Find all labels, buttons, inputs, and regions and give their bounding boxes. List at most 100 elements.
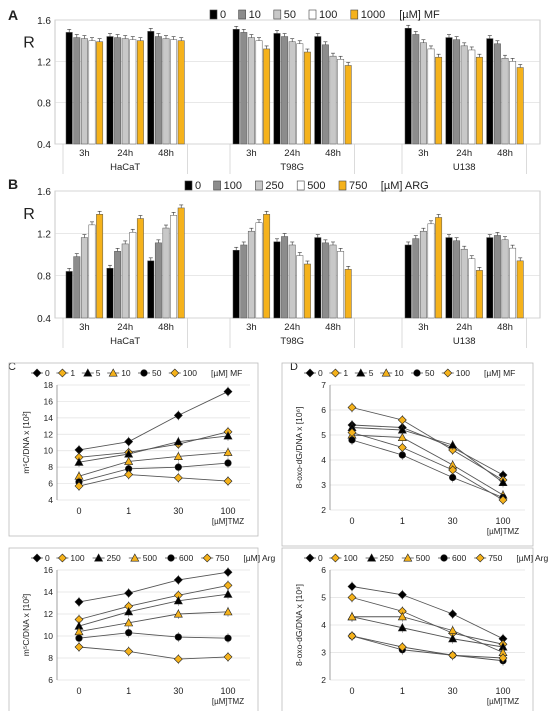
point-marker bbox=[347, 612, 357, 621]
point-marker bbox=[223, 447, 233, 456]
y-tick-label: 12 bbox=[44, 429, 54, 439]
legend: 0 100 250 500 750 [µM] ARG bbox=[184, 180, 429, 192]
x-axis-label: [µM]TMZ bbox=[487, 527, 519, 536]
legend-label: 1 bbox=[70, 368, 75, 378]
legend-label: 0 bbox=[318, 553, 323, 563]
bar bbox=[129, 232, 137, 319]
y-tick-label: 6 bbox=[48, 675, 53, 685]
legend-label: 100 bbox=[224, 180, 242, 192]
point-marker bbox=[173, 451, 183, 460]
legend-label: 750 bbox=[488, 553, 502, 563]
series-line bbox=[78, 584, 229, 620]
point-marker bbox=[498, 477, 508, 487]
point-marker bbox=[75, 634, 83, 642]
point-marker bbox=[57, 553, 67, 563]
series-line bbox=[351, 407, 504, 481]
bar bbox=[240, 244, 248, 319]
point-marker bbox=[124, 470, 134, 479]
x-tick-label: 24h bbox=[117, 322, 133, 333]
bar bbox=[88, 224, 96, 319]
y-tick-label: 10 bbox=[44, 446, 54, 456]
series-line bbox=[351, 616, 504, 648]
point-marker bbox=[397, 612, 407, 621]
point-marker bbox=[348, 436, 356, 444]
bar bbox=[162, 38, 170, 145]
legend-label: 100 bbox=[70, 553, 84, 563]
legend-label: 100 bbox=[343, 553, 357, 563]
bar bbox=[435, 56, 443, 145]
bar bbox=[281, 236, 289, 319]
x-tick-label: 3h bbox=[246, 148, 257, 159]
point-marker bbox=[125, 629, 133, 637]
legend-label: 100 bbox=[319, 9, 337, 21]
x-tick-label: 30 bbox=[173, 686, 183, 696]
point-marker bbox=[83, 368, 93, 377]
x-tick-label: 0 bbox=[76, 686, 81, 696]
chart-box bbox=[281, 362, 534, 547]
bar bbox=[80, 237, 88, 319]
group-label: HaCaT bbox=[110, 162, 140, 173]
x-tick-label: 30 bbox=[448, 686, 458, 696]
chart-box bbox=[281, 547, 534, 711]
bar bbox=[247, 230, 255, 319]
bar bbox=[288, 41, 296, 145]
bar bbox=[96, 214, 104, 319]
bar bbox=[147, 260, 155, 319]
x-tick-label: 48h bbox=[325, 148, 341, 159]
point-marker bbox=[448, 609, 458, 619]
legend: 0 10 50 100 1000 [µM] MF bbox=[209, 9, 440, 21]
point-marker bbox=[74, 457, 84, 466]
bar bbox=[486, 237, 494, 319]
bar bbox=[106, 268, 114, 319]
bar bbox=[106, 36, 114, 145]
point-marker bbox=[223, 652, 233, 662]
legend-label: 5 bbox=[369, 368, 374, 378]
y-tick-label: 6 bbox=[321, 405, 326, 415]
point-marker bbox=[74, 481, 84, 491]
bar bbox=[475, 56, 483, 145]
bar bbox=[296, 255, 304, 319]
bar bbox=[419, 42, 427, 145]
x-tick-label: 0 bbox=[349, 516, 354, 526]
x-tick-label: 1 bbox=[126, 686, 131, 696]
bar bbox=[177, 40, 185, 145]
point-marker bbox=[32, 368, 42, 378]
point-marker bbox=[381, 368, 391, 377]
point-marker bbox=[224, 634, 232, 642]
point-marker bbox=[398, 451, 406, 459]
legend-swatch bbox=[238, 9, 246, 20]
series-line bbox=[352, 616, 504, 653]
series-line bbox=[78, 451, 229, 477]
bar bbox=[263, 48, 271, 145]
bar bbox=[65, 32, 73, 145]
bar bbox=[501, 239, 509, 319]
point-marker bbox=[173, 575, 183, 585]
bar bbox=[147, 31, 155, 145]
y-tick-label: 0.8 bbox=[37, 99, 51, 110]
legend-unit: [µM] MF bbox=[211, 368, 242, 378]
bar bbox=[136, 218, 144, 319]
bar bbox=[121, 243, 129, 319]
y-tick-label: 5 bbox=[321, 430, 326, 440]
point-marker bbox=[174, 463, 182, 471]
point-marker bbox=[347, 593, 357, 602]
series-line bbox=[78, 474, 229, 487]
y-axis-label: m⁵C/DNA x [10²] bbox=[21, 411, 31, 474]
bar bbox=[247, 37, 255, 145]
bar bbox=[255, 40, 263, 145]
chart-b: 0.4 0.8 1.2 1.6R 0 100 250 500 750 [µM] ARG 3h 24h 4… bbox=[23, 180, 541, 348]
series-line bbox=[78, 435, 229, 463]
point-marker bbox=[57, 368, 67, 378]
point-marker bbox=[347, 428, 357, 437]
x-tick-label: 1 bbox=[400, 686, 405, 696]
y-tick-label: 16 bbox=[44, 396, 54, 406]
x-tick-label: 24h bbox=[284, 322, 300, 333]
point-marker bbox=[356, 368, 366, 377]
series-line bbox=[351, 439, 504, 498]
y-tick-label: 14 bbox=[44, 587, 54, 597]
point-marker bbox=[173, 437, 183, 446]
x-tick-label: 30 bbox=[448, 516, 458, 526]
legend-unit: [µM] MF bbox=[484, 368, 515, 378]
point-marker bbox=[174, 633, 182, 641]
